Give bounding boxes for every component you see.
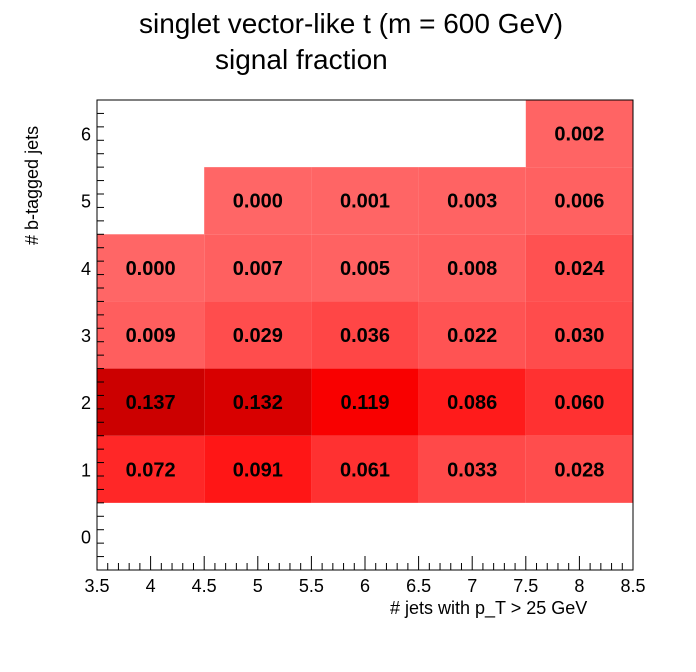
heatmap-cell — [311, 167, 419, 235]
x-tick-label: 4 — [146, 576, 156, 596]
x-tick-label: 5 — [253, 576, 263, 596]
heatmap-cell — [97, 301, 205, 369]
cell-value-label: 0.003 — [447, 191, 497, 213]
heatmap-cell — [418, 435, 526, 503]
y-tick-label: 0 — [81, 527, 91, 547]
cell-value-label: 0.029 — [233, 325, 283, 347]
cell-value-label: 0.000 — [233, 191, 283, 213]
heatmap-cell — [525, 435, 633, 503]
y-tick-label: 5 — [81, 192, 91, 212]
heatmap-cell — [311, 301, 419, 369]
heatmap-cell — [418, 234, 526, 302]
y-tick-label: 3 — [81, 326, 91, 346]
heatmap-cell — [525, 100, 633, 168]
cell-value-label: 0.119 — [341, 392, 390, 414]
cell-value-label: 0.060 — [554, 392, 604, 414]
cell-value-label: 0.072 — [126, 459, 176, 481]
heatmap-cell — [204, 368, 312, 436]
cell-value-label: 0.002 — [554, 124, 604, 146]
y-tick-label: 1 — [81, 460, 91, 480]
chart-title: singlet vector-like t (m = 600 GeV) — [139, 8, 564, 39]
x-tick-label: 4.5 — [192, 576, 217, 596]
cell-value-label: 0.132 — [233, 392, 283, 414]
cell-value-label: 0.061 — [340, 459, 390, 481]
heatmap-cell — [418, 301, 526, 369]
chart-subtitle: signal fraction — [215, 44, 388, 75]
heatmap-cell — [418, 167, 526, 235]
cell-value-label: 0.137 — [126, 392, 176, 414]
x-tick-label: 7.5 — [513, 576, 538, 596]
cell-value-label: 0.005 — [340, 258, 390, 280]
heatmap-cell — [525, 167, 633, 235]
cell-value-label: 0.028 — [554, 459, 604, 481]
cell-value-label: 0.000 — [126, 258, 176, 280]
heatmap-cell — [311, 435, 419, 503]
heatmap-cell — [204, 301, 312, 369]
x-tick-label: 6 — [360, 576, 370, 596]
heatmap-cell — [97, 234, 205, 302]
x-tick-label: 7 — [467, 576, 477, 596]
y-tick-label: 6 — [81, 125, 91, 145]
heatmap-cell — [97, 435, 205, 503]
y-tick-label: 2 — [81, 393, 91, 413]
x-tick-label: 6.5 — [406, 576, 431, 596]
cell-value-label: 0.036 — [340, 325, 390, 347]
cell-value-label: 0.086 — [447, 392, 497, 414]
x-tick-label: 8 — [574, 576, 584, 596]
cell-value-label: 0.009 — [126, 325, 176, 347]
heatmap-cell — [418, 368, 526, 436]
y-tick-label: 4 — [81, 259, 91, 279]
heatmap-cell — [204, 234, 312, 302]
cell-value-label: 0.022 — [447, 325, 497, 347]
y-axis-label: # b-tagged jets — [22, 125, 42, 245]
cell-value-label: 0.091 — [233, 459, 283, 481]
cell-value-label: 0.007 — [233, 258, 283, 280]
heatmap-cell — [204, 167, 312, 235]
cell-value-label: 0.033 — [447, 459, 497, 481]
heatmap-cell — [525, 234, 633, 302]
x-tick-label: 8.5 — [620, 576, 645, 596]
heatmap-cell — [525, 368, 633, 436]
heatmap-cell — [204, 435, 312, 503]
cell-value-label: 0.008 — [447, 258, 497, 280]
cell-value-label: 0.030 — [554, 325, 604, 347]
heatmap-cell — [97, 368, 205, 436]
heatmap-cell — [311, 368, 419, 436]
cell-value-label: 0.001 — [340, 191, 390, 213]
heatmap-cell — [525, 301, 633, 369]
cell-value-label: 0.006 — [554, 191, 604, 213]
cell-value-label: 0.024 — [554, 258, 605, 280]
x-tick-label: 3.5 — [84, 576, 109, 596]
x-tick-label: 5.5 — [299, 576, 324, 596]
x-axis-label: # jets with p_T > 25 GeV — [390, 598, 588, 618]
heatmap-cell — [311, 234, 419, 302]
